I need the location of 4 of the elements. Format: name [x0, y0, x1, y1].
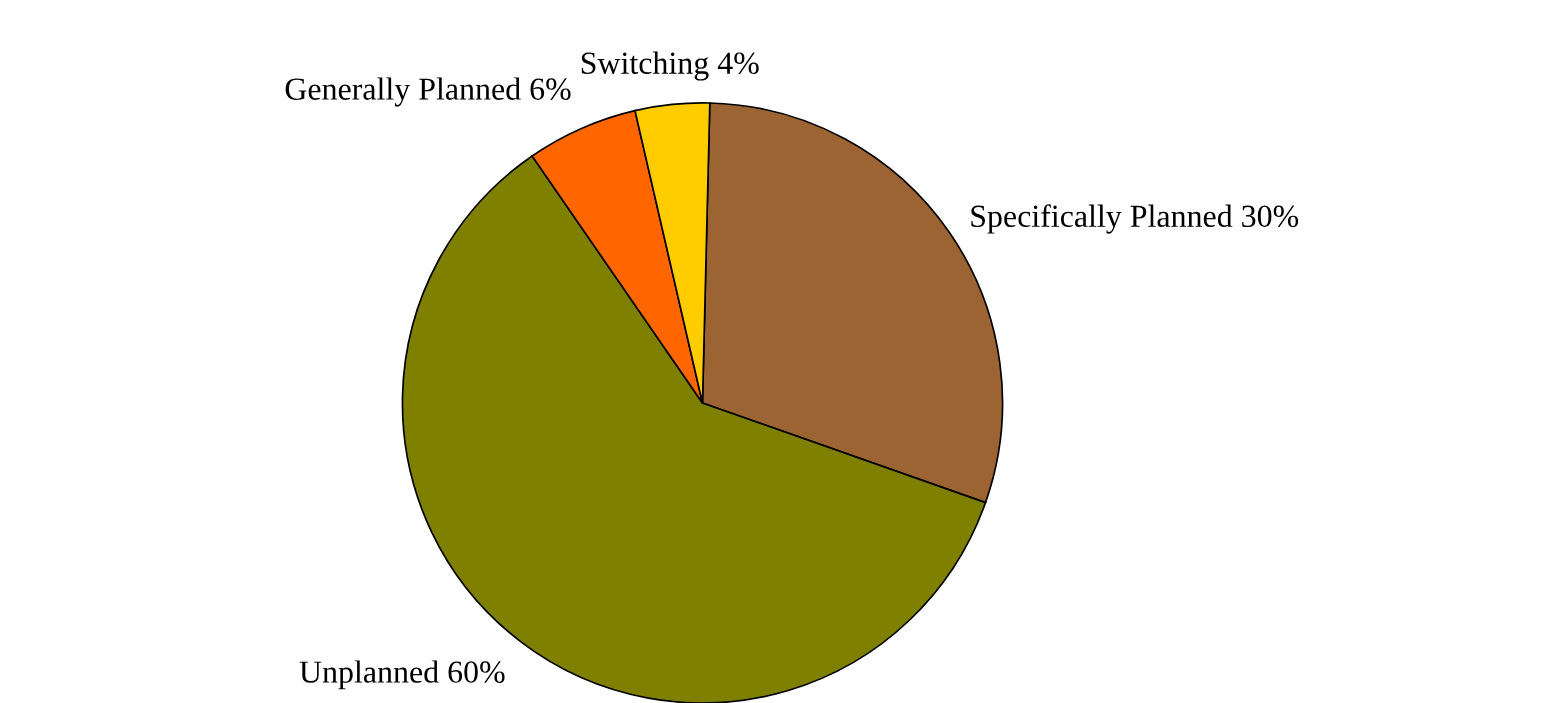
slice-label: Unplanned 60% — [299, 660, 505, 690]
slice-label: Generally Planned 6% — [285, 77, 571, 107]
slice-label: Specifically Planned 30% — [971, 204, 1299, 234]
slice-label: Switching 4% — [581, 51, 759, 81]
